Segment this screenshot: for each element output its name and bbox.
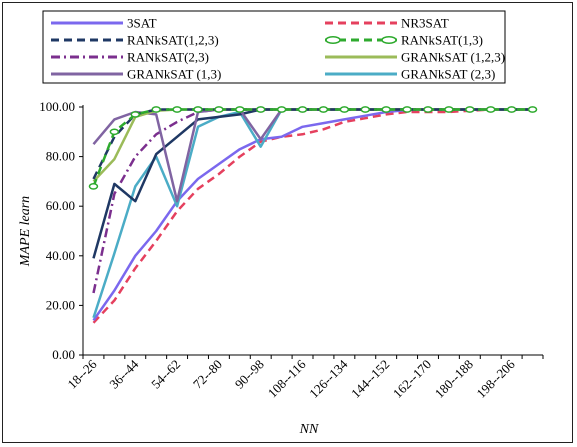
series-point xyxy=(172,106,182,113)
y-tick-label: 20.00 xyxy=(46,297,75,312)
series-point xyxy=(444,106,454,113)
x-tick-label: 36--44 xyxy=(106,356,141,391)
legend: 3SAT NR3SAT RANkSAT(1,2,3) RANkSAT(1,3) RANk… xyxy=(42,10,506,84)
legend-label: RANkSAT(2,3) xyxy=(127,50,209,65)
series-point xyxy=(527,106,538,113)
x-tick-label: 108--116 xyxy=(265,356,309,400)
series-line-2 xyxy=(92,108,533,180)
series-point xyxy=(109,128,120,136)
series-point xyxy=(485,106,496,113)
series-point xyxy=(339,106,350,113)
series-point xyxy=(465,106,475,113)
series-point xyxy=(235,106,245,113)
series-line-0 xyxy=(92,108,533,322)
legend-label: NR3SAT xyxy=(401,16,449,31)
series-line-6 xyxy=(92,108,533,203)
legend-label: GRANkSAT (1,2,3) xyxy=(401,50,505,65)
x-tick-label: 126--134 xyxy=(306,356,351,401)
legend-label: GRANkSAT (1,3) xyxy=(127,67,221,82)
x-tick-label: 180--188 xyxy=(432,357,476,401)
series-line-3 xyxy=(92,108,533,187)
series-lines xyxy=(88,106,538,324)
series-point xyxy=(360,106,371,113)
series-point xyxy=(423,106,433,113)
axis-labels: MAPE learn NN xyxy=(18,196,319,437)
legend-marker xyxy=(325,36,341,44)
y-tick-label: 60.00 xyxy=(46,198,75,213)
series-point xyxy=(381,106,391,113)
y-tick-label: 0.00 xyxy=(52,347,75,362)
line-chart: 3SAT NR3SAT RANkSAT(1,2,3) RANkSAT(1,3) RANk… xyxy=(18,10,544,437)
x-tick-label: 90--98 xyxy=(232,357,267,392)
chart-frame: 3SAT NR3SAT RANkSAT(1,2,3) RANkSAT(1,3) RANk… xyxy=(2,2,573,443)
series-point xyxy=(318,106,329,113)
y-tick-label: 40.00 xyxy=(46,248,75,263)
legend-label: RANkSAT(1,3) xyxy=(401,33,483,48)
x-tick-label: 198--206 xyxy=(473,356,518,401)
series-point xyxy=(506,106,517,113)
series-point xyxy=(88,183,99,190)
series-point xyxy=(193,106,203,113)
legend-marker xyxy=(381,36,397,44)
series-line-7 xyxy=(92,108,533,319)
series-point xyxy=(297,106,308,113)
y-tick-label: 100.00 xyxy=(39,99,75,114)
x-tick-label: 144--152 xyxy=(348,357,392,401)
series-point xyxy=(214,106,224,113)
series-line-4 xyxy=(92,108,533,294)
series-line-5 xyxy=(92,108,533,183)
series-point xyxy=(276,106,287,113)
series-point xyxy=(402,106,412,113)
legend-label: 3SAT xyxy=(127,16,157,31)
x-axis-label: NN xyxy=(299,422,319,437)
x-tick-label: 54--62 xyxy=(148,357,183,392)
x-tick-label: 72--80 xyxy=(190,357,225,392)
series-point xyxy=(255,106,266,113)
legend-label: RANkSAT(1,2,3) xyxy=(127,33,219,48)
series-point xyxy=(130,111,141,118)
series-point xyxy=(151,106,161,113)
y-axis-label: MAPE learn xyxy=(18,196,33,267)
series-line-1 xyxy=(92,108,533,324)
x-tick-label: 162--170 xyxy=(390,357,434,401)
y-tick-label: 80.00 xyxy=(46,149,75,164)
legend-label: GRANkSAT (2,3) xyxy=(401,67,495,82)
